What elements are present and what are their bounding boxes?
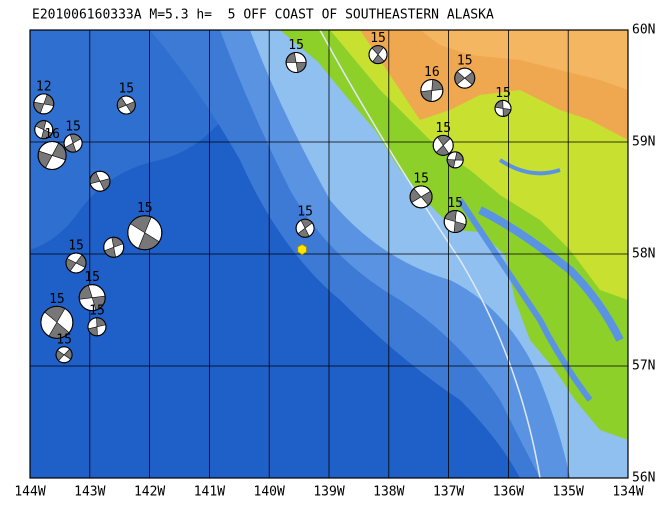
focal-mechanism: [40, 305, 74, 339]
beachball-rim: [285, 51, 307, 73]
beachball-rim: [420, 78, 444, 102]
focal-mechanism: [33, 93, 55, 115]
lon-tick-label: 141W: [194, 485, 225, 500]
beachball-rim: [368, 45, 388, 65]
depth-label: 15: [370, 31, 386, 46]
beachball-rim: [89, 170, 111, 192]
lon-tick-label: 134W: [612, 485, 643, 500]
focal-mechanism: [65, 252, 87, 274]
focal-mechanism: [116, 95, 136, 115]
depth-label: 15: [68, 238, 84, 253]
lon-tick-label: 143W: [74, 485, 105, 500]
depth-label: 15: [457, 54, 473, 69]
lat-tick-label: 60N: [632, 23, 655, 38]
depth-label: 15: [56, 332, 72, 347]
depth-label: 15: [49, 292, 65, 307]
focal-mechanism: [285, 51, 307, 73]
beachball-rim: [63, 133, 83, 153]
lat-tick-label: 57N: [632, 359, 655, 374]
focal-mechanism: [89, 170, 111, 192]
focal-mechanism: [494, 99, 512, 117]
lon-tick-label: 139W: [313, 485, 344, 500]
depth-label: 15: [84, 270, 100, 285]
depth-label: 15: [288, 38, 304, 53]
focal-mechanism: [368, 45, 388, 65]
depth-label: 16: [44, 127, 60, 142]
lon-tick-label: 137W: [433, 485, 464, 500]
beachball-rim: [443, 210, 467, 234]
beachball-rim: [446, 151, 464, 169]
depth-label: 15: [137, 201, 153, 216]
map-title: E201006160333A M=5.3 h= 5 OFF COAST OF S…: [32, 8, 494, 23]
beachball-rim: [127, 215, 163, 251]
depth-label: 12: [36, 79, 52, 94]
lon-tick-label: 138W: [373, 485, 404, 500]
lon-tick-label: 135W: [553, 485, 584, 500]
epicenter: [297, 244, 307, 255]
depth-label: 15: [89, 303, 105, 318]
depth-label: 15: [447, 196, 463, 211]
depth-label: 16: [424, 65, 440, 80]
lon-tick-label: 136W: [493, 485, 524, 500]
focal-mechanism: [454, 67, 476, 89]
depth-label: 15: [413, 171, 429, 186]
focal-mechanism: [34, 120, 54, 140]
beachball-rim: [55, 346, 73, 364]
lon-tick-label: 140W: [254, 485, 285, 500]
lon-tick-label: 144W: [14, 485, 45, 500]
beachball-rim: [494, 99, 512, 117]
lat-tick-label: 56N: [632, 471, 655, 486]
lat-tick-label: 58N: [632, 247, 655, 262]
focal-mechanism: [37, 140, 67, 170]
depth-label: 15: [297, 205, 313, 220]
beachball-rim: [65, 252, 87, 274]
beachball-rim: [454, 67, 476, 89]
focal-mechanism: [443, 210, 467, 234]
beachball-rim: [432, 134, 454, 156]
focal-mechanism: [127, 215, 163, 251]
focal-mechanism: [87, 317, 107, 337]
beachball-rim: [37, 140, 67, 170]
focal-mechanism: [409, 185, 433, 209]
depth-label: 15: [435, 121, 451, 136]
beachball-rim: [409, 185, 433, 209]
beachball-rim: [116, 95, 136, 115]
beachball-rim: [295, 218, 315, 238]
beachball-rim: [87, 317, 107, 337]
lat-tick-label: 59N: [632, 135, 655, 150]
focal-mechanism: [78, 284, 106, 312]
focal-mechanism: [103, 236, 125, 258]
focal-mechanism: [420, 78, 444, 102]
focal-mechanism: [55, 346, 73, 364]
focal-mechanism: [63, 133, 83, 153]
beachball-rim: [103, 236, 125, 258]
focal-mechanism: [446, 151, 464, 169]
focal-mechanism: [295, 218, 315, 238]
beachball-rim: [34, 120, 54, 140]
beachball-rim: [33, 93, 55, 115]
beachball-rim: [78, 284, 106, 312]
lon-tick-label: 142W: [134, 485, 165, 500]
depth-label: 15: [495, 86, 511, 101]
beachball-rim: [40, 305, 74, 339]
depth-label: 15: [65, 120, 81, 135]
depth-label: 15: [118, 82, 134, 97]
focal-mechanism: [432, 134, 454, 156]
